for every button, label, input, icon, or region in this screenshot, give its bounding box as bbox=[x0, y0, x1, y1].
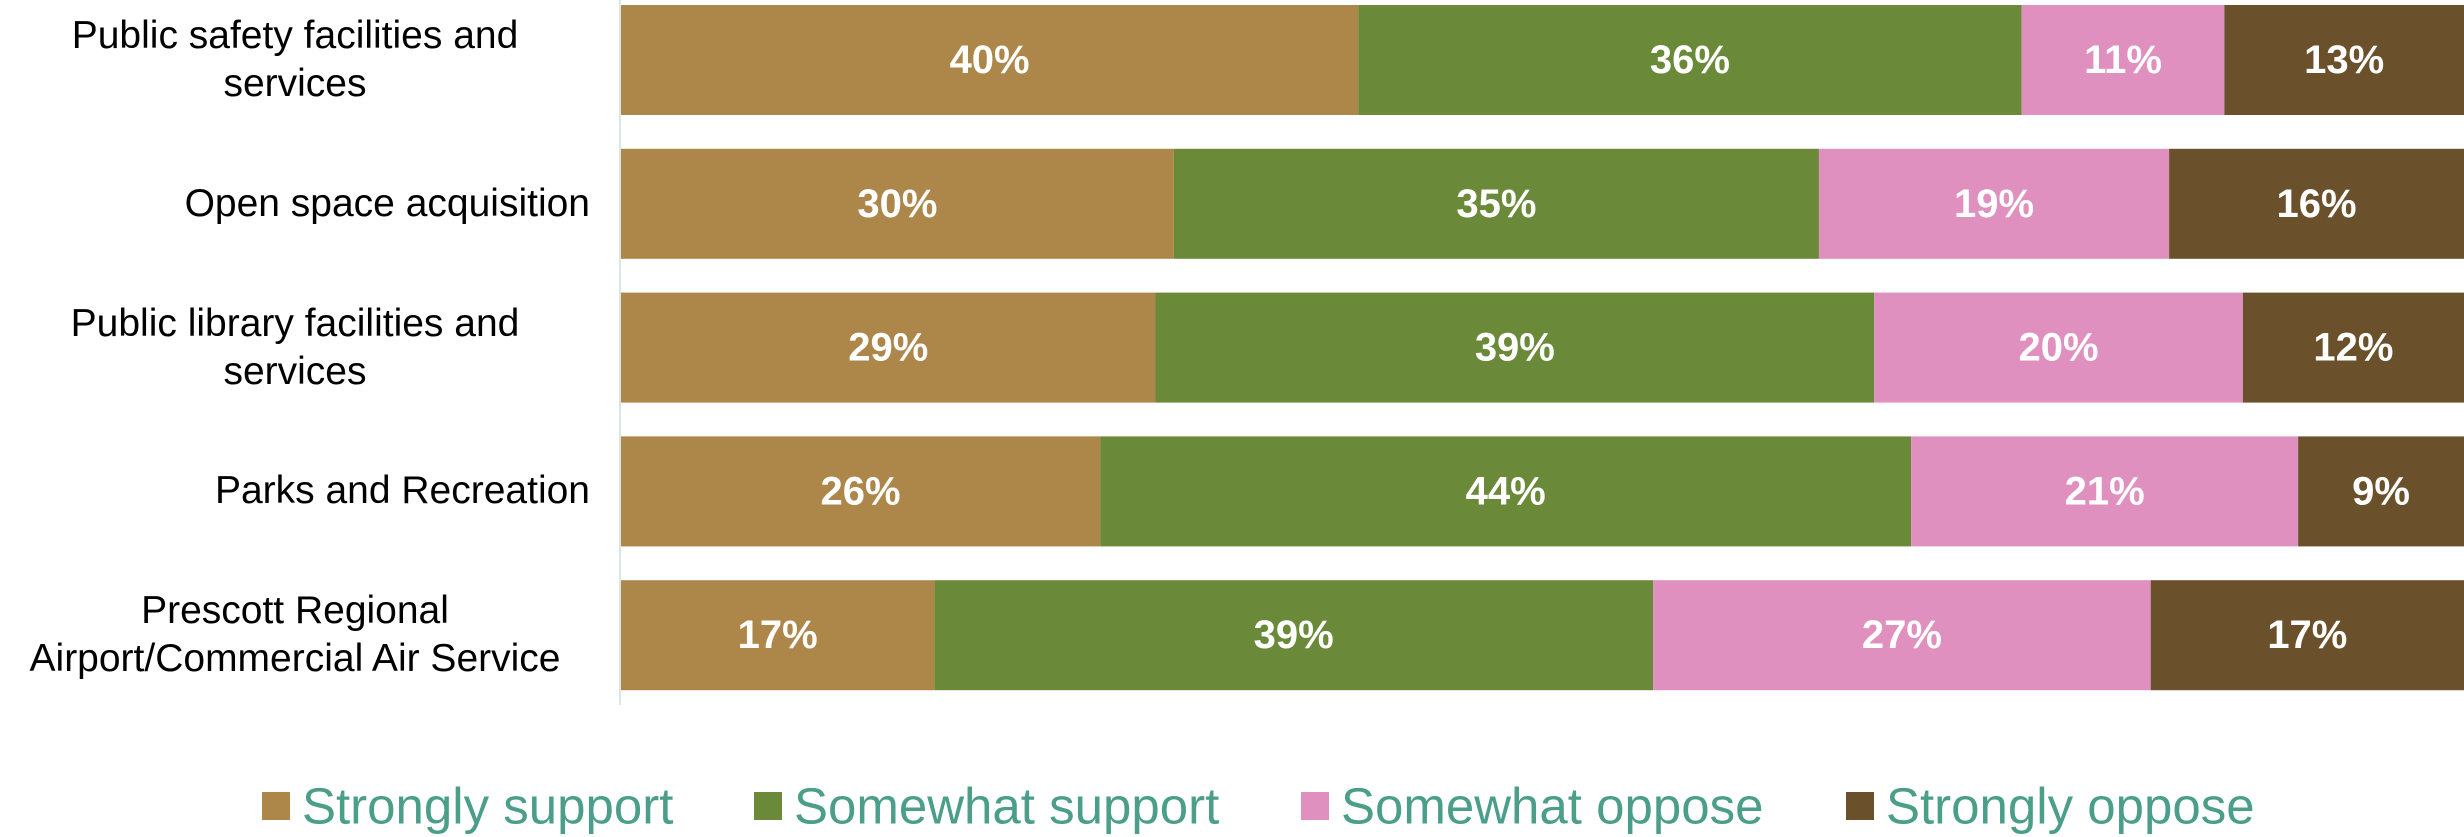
bar-segment bbox=[1155, 292, 1875, 403]
category-label: Open space acquisition bbox=[184, 181, 590, 225]
value-label: 12% bbox=[2313, 326, 2393, 370]
legend-label: Somewhat oppose bbox=[1341, 778, 1763, 835]
bar-segment bbox=[621, 580, 935, 691]
category-label-box: Prescott Regional Airport/Commercial Air… bbox=[0, 580, 590, 690]
bar-segment bbox=[1874, 292, 2243, 403]
value-label: 9% bbox=[2352, 469, 2410, 513]
value-label: 16% bbox=[2277, 182, 2357, 226]
bar-segment bbox=[2242, 292, 2464, 403]
bar-segment bbox=[1911, 436, 2299, 547]
bar-segment bbox=[2021, 5, 2225, 115]
legend-swatch bbox=[1846, 792, 1874, 820]
bar-segment bbox=[621, 148, 1174, 259]
value-label: 21% bbox=[2065, 469, 2145, 513]
bar-segment bbox=[1818, 148, 2170, 259]
bar-segment bbox=[621, 5, 1359, 115]
legend-swatch bbox=[262, 792, 290, 820]
bar-segment bbox=[621, 436, 1101, 547]
bar-segment bbox=[934, 580, 1654, 691]
bar-segment bbox=[2298, 436, 2464, 547]
value-label: 26% bbox=[821, 469, 901, 513]
category-label: Public safety facilities and services bbox=[71, 14, 519, 105]
value-label: 17% bbox=[2267, 613, 2347, 657]
category-label-box: Public safety facilities and services bbox=[0, 5, 590, 115]
value-label: 13% bbox=[2304, 38, 2384, 82]
value-label: 27% bbox=[1862, 613, 1942, 657]
legend-swatch bbox=[754, 792, 782, 820]
category-label: Parks and Recreation bbox=[214, 469, 590, 513]
legend-label: Somewhat support bbox=[794, 778, 1219, 835]
category-label-box: Parks and Recreation bbox=[0, 436, 590, 546]
category-label-box: Public library facilities and services bbox=[0, 293, 590, 403]
value-label: 30% bbox=[857, 182, 937, 226]
category-label: Prescott Regional Airport/Commercial Air… bbox=[29, 589, 561, 681]
legend-swatch bbox=[1301, 792, 1329, 820]
value-label: 40% bbox=[950, 38, 1030, 82]
category-label: Public library facilities and services bbox=[70, 301, 520, 393]
value-label: 29% bbox=[848, 326, 928, 370]
bar-segment bbox=[1653, 580, 2151, 691]
value-label: 20% bbox=[2019, 326, 2099, 370]
legend-label: Strongly oppose bbox=[1886, 778, 2255, 835]
value-label: 11% bbox=[2084, 38, 2162, 82]
value-label: 35% bbox=[1456, 182, 1536, 226]
bar-segment bbox=[2150, 580, 2464, 691]
bar-segment bbox=[1173, 148, 1819, 259]
legend-label: Strongly support bbox=[302, 778, 673, 835]
category-label-box: Open space acquisition bbox=[0, 149, 590, 259]
bar-segment bbox=[1358, 5, 2022, 115]
bar-segment bbox=[2224, 5, 2464, 115]
value-label: 19% bbox=[1954, 182, 2034, 226]
value-label: 39% bbox=[1475, 326, 1555, 370]
bar-segment bbox=[2169, 148, 2464, 259]
bar-segment bbox=[1100, 436, 1912, 547]
bar-segment bbox=[621, 292, 1156, 403]
value-label: 44% bbox=[1466, 469, 1546, 513]
value-label: 39% bbox=[1254, 613, 1334, 657]
value-label: 36% bbox=[1650, 38, 1730, 82]
value-label: 17% bbox=[738, 613, 818, 657]
